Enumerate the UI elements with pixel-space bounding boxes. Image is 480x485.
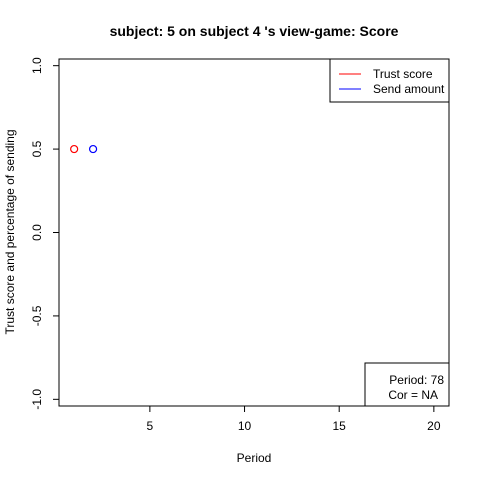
legend-label-send-amount: Send amount — [373, 82, 445, 96]
info-box-frame — [364, 362, 450, 407]
data-points — [70, 144, 98, 154]
info-box: Period: 78 Cor = NA — [364, 362, 450, 407]
data-point-send-amount — [88, 144, 98, 154]
legend-box — [329, 58, 450, 103]
x-tick-label: 10 — [238, 419, 252, 433]
y-tick-label: -0.5 — [30, 305, 44, 326]
data-point-trust-score — [70, 144, 79, 154]
x-axis: 5 10 15 20 — [147, 406, 441, 433]
x-axis-title: Period — [237, 451, 272, 465]
y-axis: -1.0 -0.5 0.0 0.5 1.0 — [30, 57, 59, 410]
legend-label-trust-score: Trust score — [373, 67, 433, 81]
y-tick-label: 1.0 — [30, 57, 44, 74]
info-period-label: Period: 78 — [389, 373, 444, 387]
legend: Trust score Send amount — [329, 58, 450, 103]
info-correlation-label: Cor = NA — [388, 388, 438, 402]
x-tick-label: 5 — [147, 419, 154, 433]
y-tick-label: 0.5 — [30, 140, 44, 157]
chart-title: subject: 5 on subject 4 's view-game: Sc… — [110, 23, 399, 39]
plot-frame — [58, 58, 450, 407]
y-tick-label: -1.0 — [30, 389, 44, 410]
x-tick-label: 15 — [333, 419, 347, 433]
y-axis-title: Trust score and percentage of sending — [3, 129, 17, 334]
x-tick-label: 20 — [427, 419, 441, 433]
y-tick-label: 0.0 — [30, 224, 44, 241]
